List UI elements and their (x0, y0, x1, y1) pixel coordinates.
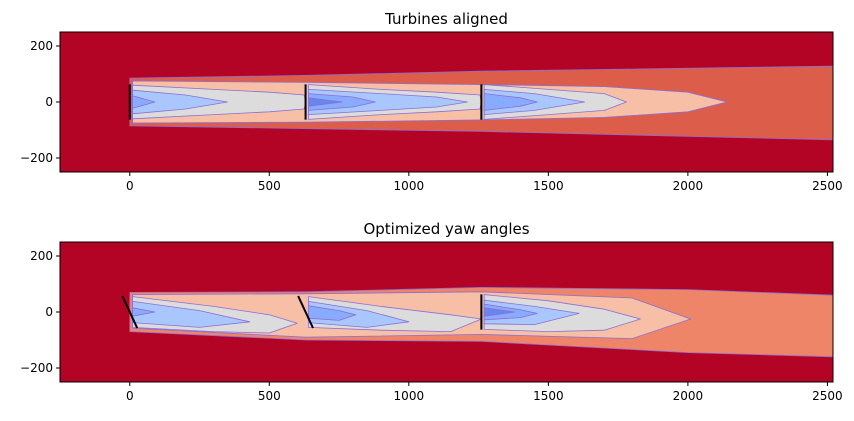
x-tick-label: 2500 (812, 389, 843, 403)
chart-panel-1: 0 500 1000 1500 2000 2500 −200 0 200 Turbines ali… (20, 10, 843, 193)
chart-title: Turbines aligned (384, 10, 508, 28)
chart-panel-2: 0 500 1000 1500 2000 2500 −200 0 200 Optimized ya… (20, 220, 843, 403)
y-tick-label: −200 (20, 151, 53, 165)
y-tick-label: 0 (45, 95, 53, 109)
y-tick-label: 200 (30, 39, 53, 53)
wake-region-level6 (483, 307, 516, 317)
x-tick-label: 0 (126, 389, 134, 403)
y-tick-label: 200 (30, 249, 53, 263)
x-tick-label: 1500 (533, 389, 564, 403)
y-tick-label: 0 (45, 305, 53, 319)
x-tick-label: 1500 (533, 179, 564, 193)
plot-area (60, 32, 833, 172)
y-tick-label: −200 (20, 361, 53, 375)
x-tick-label: 2000 (673, 179, 704, 193)
x-tick-label: 2000 (673, 389, 704, 403)
wake-region-level4 (132, 89, 228, 115)
x-tick-label: 0 (126, 179, 134, 193)
plot-area (60, 242, 833, 382)
turbine-2 (297, 295, 314, 329)
x-tick-label: 500 (258, 179, 281, 193)
wake-region-level4 (308, 301, 410, 328)
x-tick-label: 1000 (394, 179, 425, 193)
wake-region-level5 (308, 305, 357, 321)
wake-region-level5 (132, 307, 156, 317)
wake-region-level5 (483, 93, 538, 111)
x-tick-label: 500 (258, 389, 281, 403)
wake-region-level5 (132, 95, 156, 109)
wake-region-level4 (132, 301, 251, 328)
chart-title: Optimized yaw angles (363, 220, 529, 238)
wake-region-level6 (308, 97, 343, 107)
x-tick-label: 1000 (394, 389, 425, 403)
wake-region-level4 (308, 89, 468, 115)
turbine-1 (121, 295, 139, 329)
x-tick-label: 2500 (812, 179, 843, 193)
